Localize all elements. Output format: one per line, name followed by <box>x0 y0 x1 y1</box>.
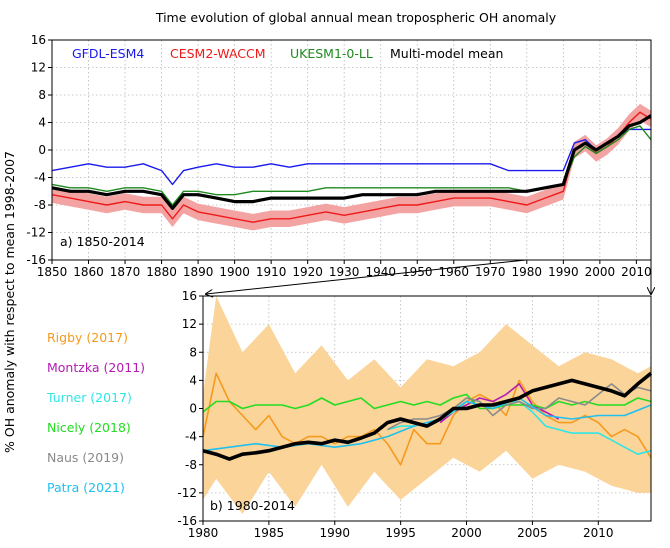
connector-left-arrow <box>206 259 527 294</box>
x-tick-label: 1990 <box>548 265 579 279</box>
x-tick-label: 1880 <box>146 265 177 279</box>
legend-b-patra-2021: Patra (2021) <box>47 480 125 495</box>
series-b-multi-model-mean <box>202 371 653 461</box>
legend-cesm2-waccm: CESM2-WACCM <box>170 46 266 61</box>
y-tick-label: -8 <box>34 198 46 212</box>
panel-a-label: a) 1850-2014 <box>60 234 145 249</box>
x-tick-label: 1960 <box>438 265 469 279</box>
y-tick-label: 16 <box>31 33 46 47</box>
y-axis-label: % OH anomaly with respect to mean 1998-2… <box>2 151 17 453</box>
y-tick-label: 16 <box>182 289 197 303</box>
series-multi-model-mean <box>51 114 652 210</box>
legend-gfdl-esm4: GFDL-ESM4 <box>72 46 144 61</box>
y-tick-label: -4 <box>34 171 46 185</box>
y-tick-label: 8 <box>38 88 46 102</box>
legend-ukesm1-0-ll: UKESM1-0-LL <box>290 46 373 61</box>
series-ukesm1-0-ll <box>51 125 652 206</box>
legend-multi-model-mean: Multi-model mean <box>390 46 503 61</box>
x-tick-label: 1995 <box>385 526 416 540</box>
y-tick-label: 8 <box>189 345 197 359</box>
x-tick-label: 1940 <box>365 265 396 279</box>
series-gfdl-esm4 <box>51 128 651 186</box>
x-tick-label: 1980 <box>188 526 219 540</box>
x-tick-label: 1930 <box>329 265 360 279</box>
x-tick-label: 2010 <box>583 526 614 540</box>
x-tick-label: 1850 <box>37 265 68 279</box>
x-tick-label: 1910 <box>256 265 287 279</box>
y-tick-label: -16 <box>26 253 46 267</box>
y-tick-label: 0 <box>38 143 46 157</box>
panel-a-chart: 1850 1860 1870 1880 1890 1900 1910 1920 1930 1940… <box>26 33 652 279</box>
series-b-naus-2019 <box>387 383 652 431</box>
series-b-rigby-2017 <box>202 372 652 466</box>
x-tick-label: 1920 <box>292 265 323 279</box>
zoom-connector <box>206 259 651 294</box>
y-tick-label: -4 <box>185 430 197 444</box>
y-tick-label: -12 <box>177 486 197 500</box>
panel-b-label: b) 1980-2014 <box>210 498 295 513</box>
legend-b-turner-2017: Turner (2017) <box>46 390 132 405</box>
x-tick-label: 1985 <box>254 526 285 540</box>
legend-b-nicely-2018: Nicely (2018) <box>47 420 131 435</box>
y-tick-label: -16 <box>177 514 197 528</box>
panel-b-chart: 1980 1985 1990 1995 2000 2005 2010 -16 -12 -8 -4 0 4… <box>177 289 653 540</box>
x-tick-label: 2000 <box>451 526 482 540</box>
x-tick-label: 2005 <box>517 526 548 540</box>
x-tick-label: 1990 <box>319 526 350 540</box>
y-tick-label: 12 <box>31 61 46 75</box>
panel-b-legend: Rigby (2017) Montzka (2011) Turner (2017) N… <box>46 330 145 495</box>
x-tick-label: 1970 <box>475 265 506 279</box>
cesm-uncertainty-band <box>52 103 651 231</box>
x-tick-label: 1860 <box>73 265 104 279</box>
y-tick-label: -8 <box>185 458 197 472</box>
legend-b-rigby-2017: Rigby (2017) <box>47 330 128 345</box>
x-tick-label: 1900 <box>219 265 250 279</box>
x-tick-label: 2000 <box>585 265 616 279</box>
y-tick-label: -12 <box>26 226 46 240</box>
legend-b-naus-2019: Naus (2019) <box>47 450 124 465</box>
y-tick-label: 4 <box>38 116 46 130</box>
x-tick-label: 1890 <box>183 265 214 279</box>
y-tick-label: 4 <box>189 373 197 387</box>
x-tick-label: 1980 <box>512 265 543 279</box>
series-b-nicely-2018 <box>202 393 652 413</box>
y-tick-label: 0 <box>189 402 197 416</box>
legend-b-montzka-2011: Montzka (2011) <box>47 360 145 375</box>
x-tick-label: 2010 <box>621 265 652 279</box>
x-tick-label: 1870 <box>110 265 141 279</box>
figure-title: Time evolution of global annual mean tro… <box>155 10 557 25</box>
y-tick-label: 12 <box>182 317 197 331</box>
rigby-uncertainty-band <box>203 296 651 514</box>
